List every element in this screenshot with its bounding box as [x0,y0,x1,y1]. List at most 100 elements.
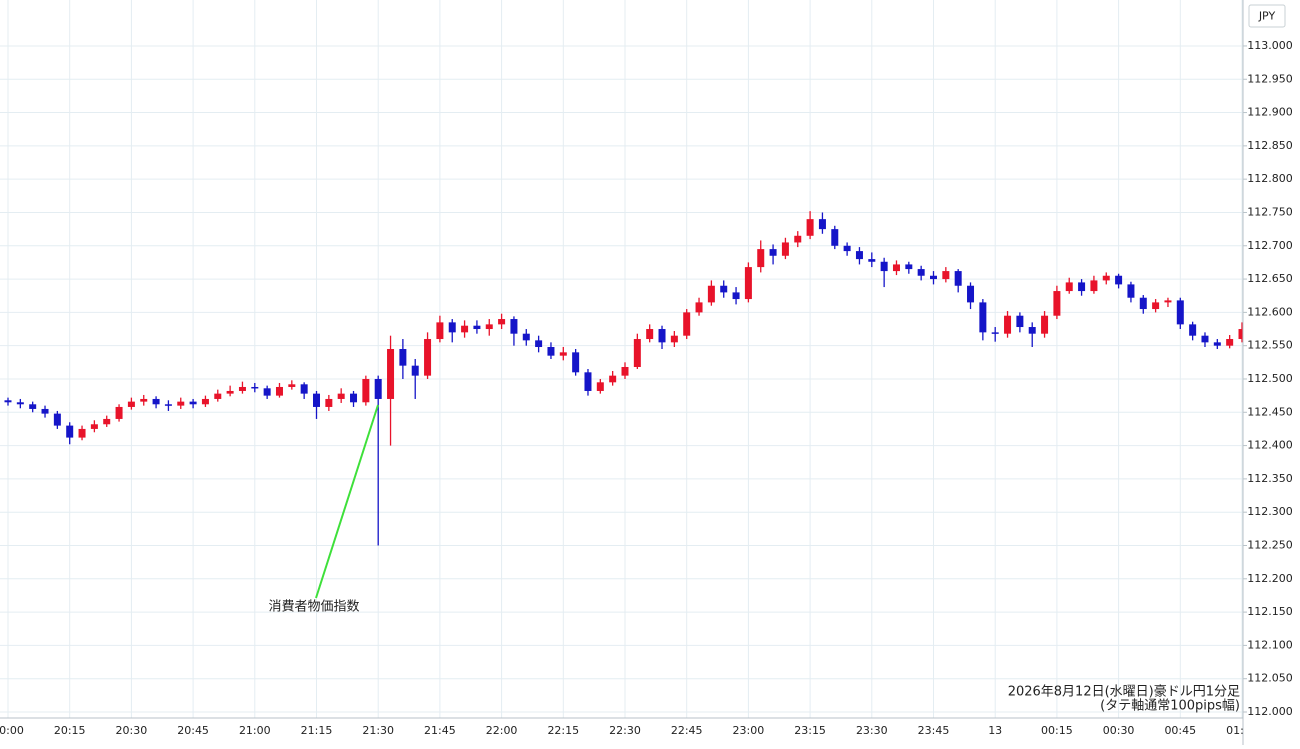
candle-body [201,398,209,405]
candle-body [448,322,456,333]
candle-body [572,352,580,373]
candle-body [152,398,160,405]
candle-body [781,242,789,256]
x-tick-label: 20:30 [116,724,148,737]
candle-body [732,292,740,300]
candle-body [670,335,678,343]
candle-body [1189,324,1197,336]
x-tick-label: 13 [988,724,1002,737]
candle-body [757,249,765,268]
y-tick-label: 112.750 [1247,205,1293,218]
y-tick-label: 112.400 [1247,439,1293,452]
x-tick-label: 21:00 [239,724,271,737]
candle-body [979,302,987,333]
y-tick-label: 112.700 [1247,239,1293,252]
candle-body [1164,300,1172,303]
candle-body [29,404,37,409]
candle-body [1127,284,1135,298]
y-tick-label: 112.650 [1247,272,1293,285]
candle-body [1238,329,1243,340]
candle-body [584,372,592,391]
candle-body [103,418,111,425]
candle-body [424,339,432,376]
candle-body [683,312,691,336]
candle-body [991,332,999,334]
candle-body [1028,327,1036,334]
x-tick-label: 00:30 [1103,724,1135,737]
candle-body [226,390,234,394]
candle-body [707,285,715,303]
candle-body [4,400,12,403]
candle-body [1016,315,1024,328]
candle-body [461,325,469,333]
candle-body [313,393,320,407]
candle-body [658,329,666,343]
candle-body [164,404,172,406]
y-tick-label: 112.800 [1247,172,1293,185]
y-tick-label: 112.300 [1247,505,1293,518]
candle-body [115,406,123,419]
candle-body [1090,280,1098,292]
candle-body [1102,275,1110,281]
candle-body [251,386,259,389]
y-tick-label: 112.000 [1247,705,1293,718]
candle-body [473,325,481,330]
caption: (タテ軸通常100pips幅) [1100,699,1240,714]
candle-body [917,269,925,276]
candle-body [498,319,506,325]
x-tick-label: 01:00 [1226,724,1258,737]
candle-body [843,245,851,252]
candle-body [1078,282,1086,292]
x-tick-label: 22:45 [671,724,703,737]
candle-body [510,319,518,334]
x-tick-label: 00:45 [1164,724,1196,737]
candle-body [374,378,382,399]
candle-body [868,259,876,262]
candle-body [78,428,86,438]
candle-body [1152,302,1160,310]
x-tick-label: 23:45 [918,724,950,737]
candle-body [41,408,49,414]
candle-body [1041,315,1049,334]
currency-box [1248,4,1286,28]
candle-body [189,401,197,405]
candle-body [1201,335,1209,343]
candle-body [127,401,135,407]
candle-body [53,413,61,426]
candle-body [522,333,530,341]
candle-body [831,229,839,246]
candle-body [1065,282,1073,292]
x-tick-label: 21:30 [362,724,394,737]
candle-body [609,375,617,383]
candle-body [596,382,604,391]
candle-body [559,352,567,356]
candle-body [1226,339,1234,346]
candle-body [485,324,493,330]
candle-body [350,393,358,403]
candle-body [399,349,407,366]
candle-body [263,388,271,396]
x-tick-label: 21:45 [424,724,456,737]
candle-body [720,285,728,293]
annotation: 消費者物価指数 [268,600,359,615]
x-tick-label: 22:00 [486,724,518,737]
candle-body [16,402,24,405]
y-tick-label: 112.100 [1247,638,1293,651]
candle-body [362,378,370,403]
candle-body [1139,297,1147,310]
y-tick-label: 112.550 [1247,339,1293,352]
x-tick-label: 20:15 [54,724,86,737]
candle-body [300,384,308,394]
candle-body [214,393,222,399]
y-tick-label: 112.200 [1247,572,1293,585]
x-tick-label: 20:45 [177,724,209,737]
candle-body [892,264,900,272]
annotation-line [315,404,379,599]
y-tick-label: 112.600 [1247,305,1293,318]
candle-body [436,322,444,340]
candle-body [621,366,629,376]
x-tick-label: 21:15 [301,724,333,737]
candle-body [411,365,419,376]
candle-body [1176,300,1184,325]
candle-body [288,384,296,387]
